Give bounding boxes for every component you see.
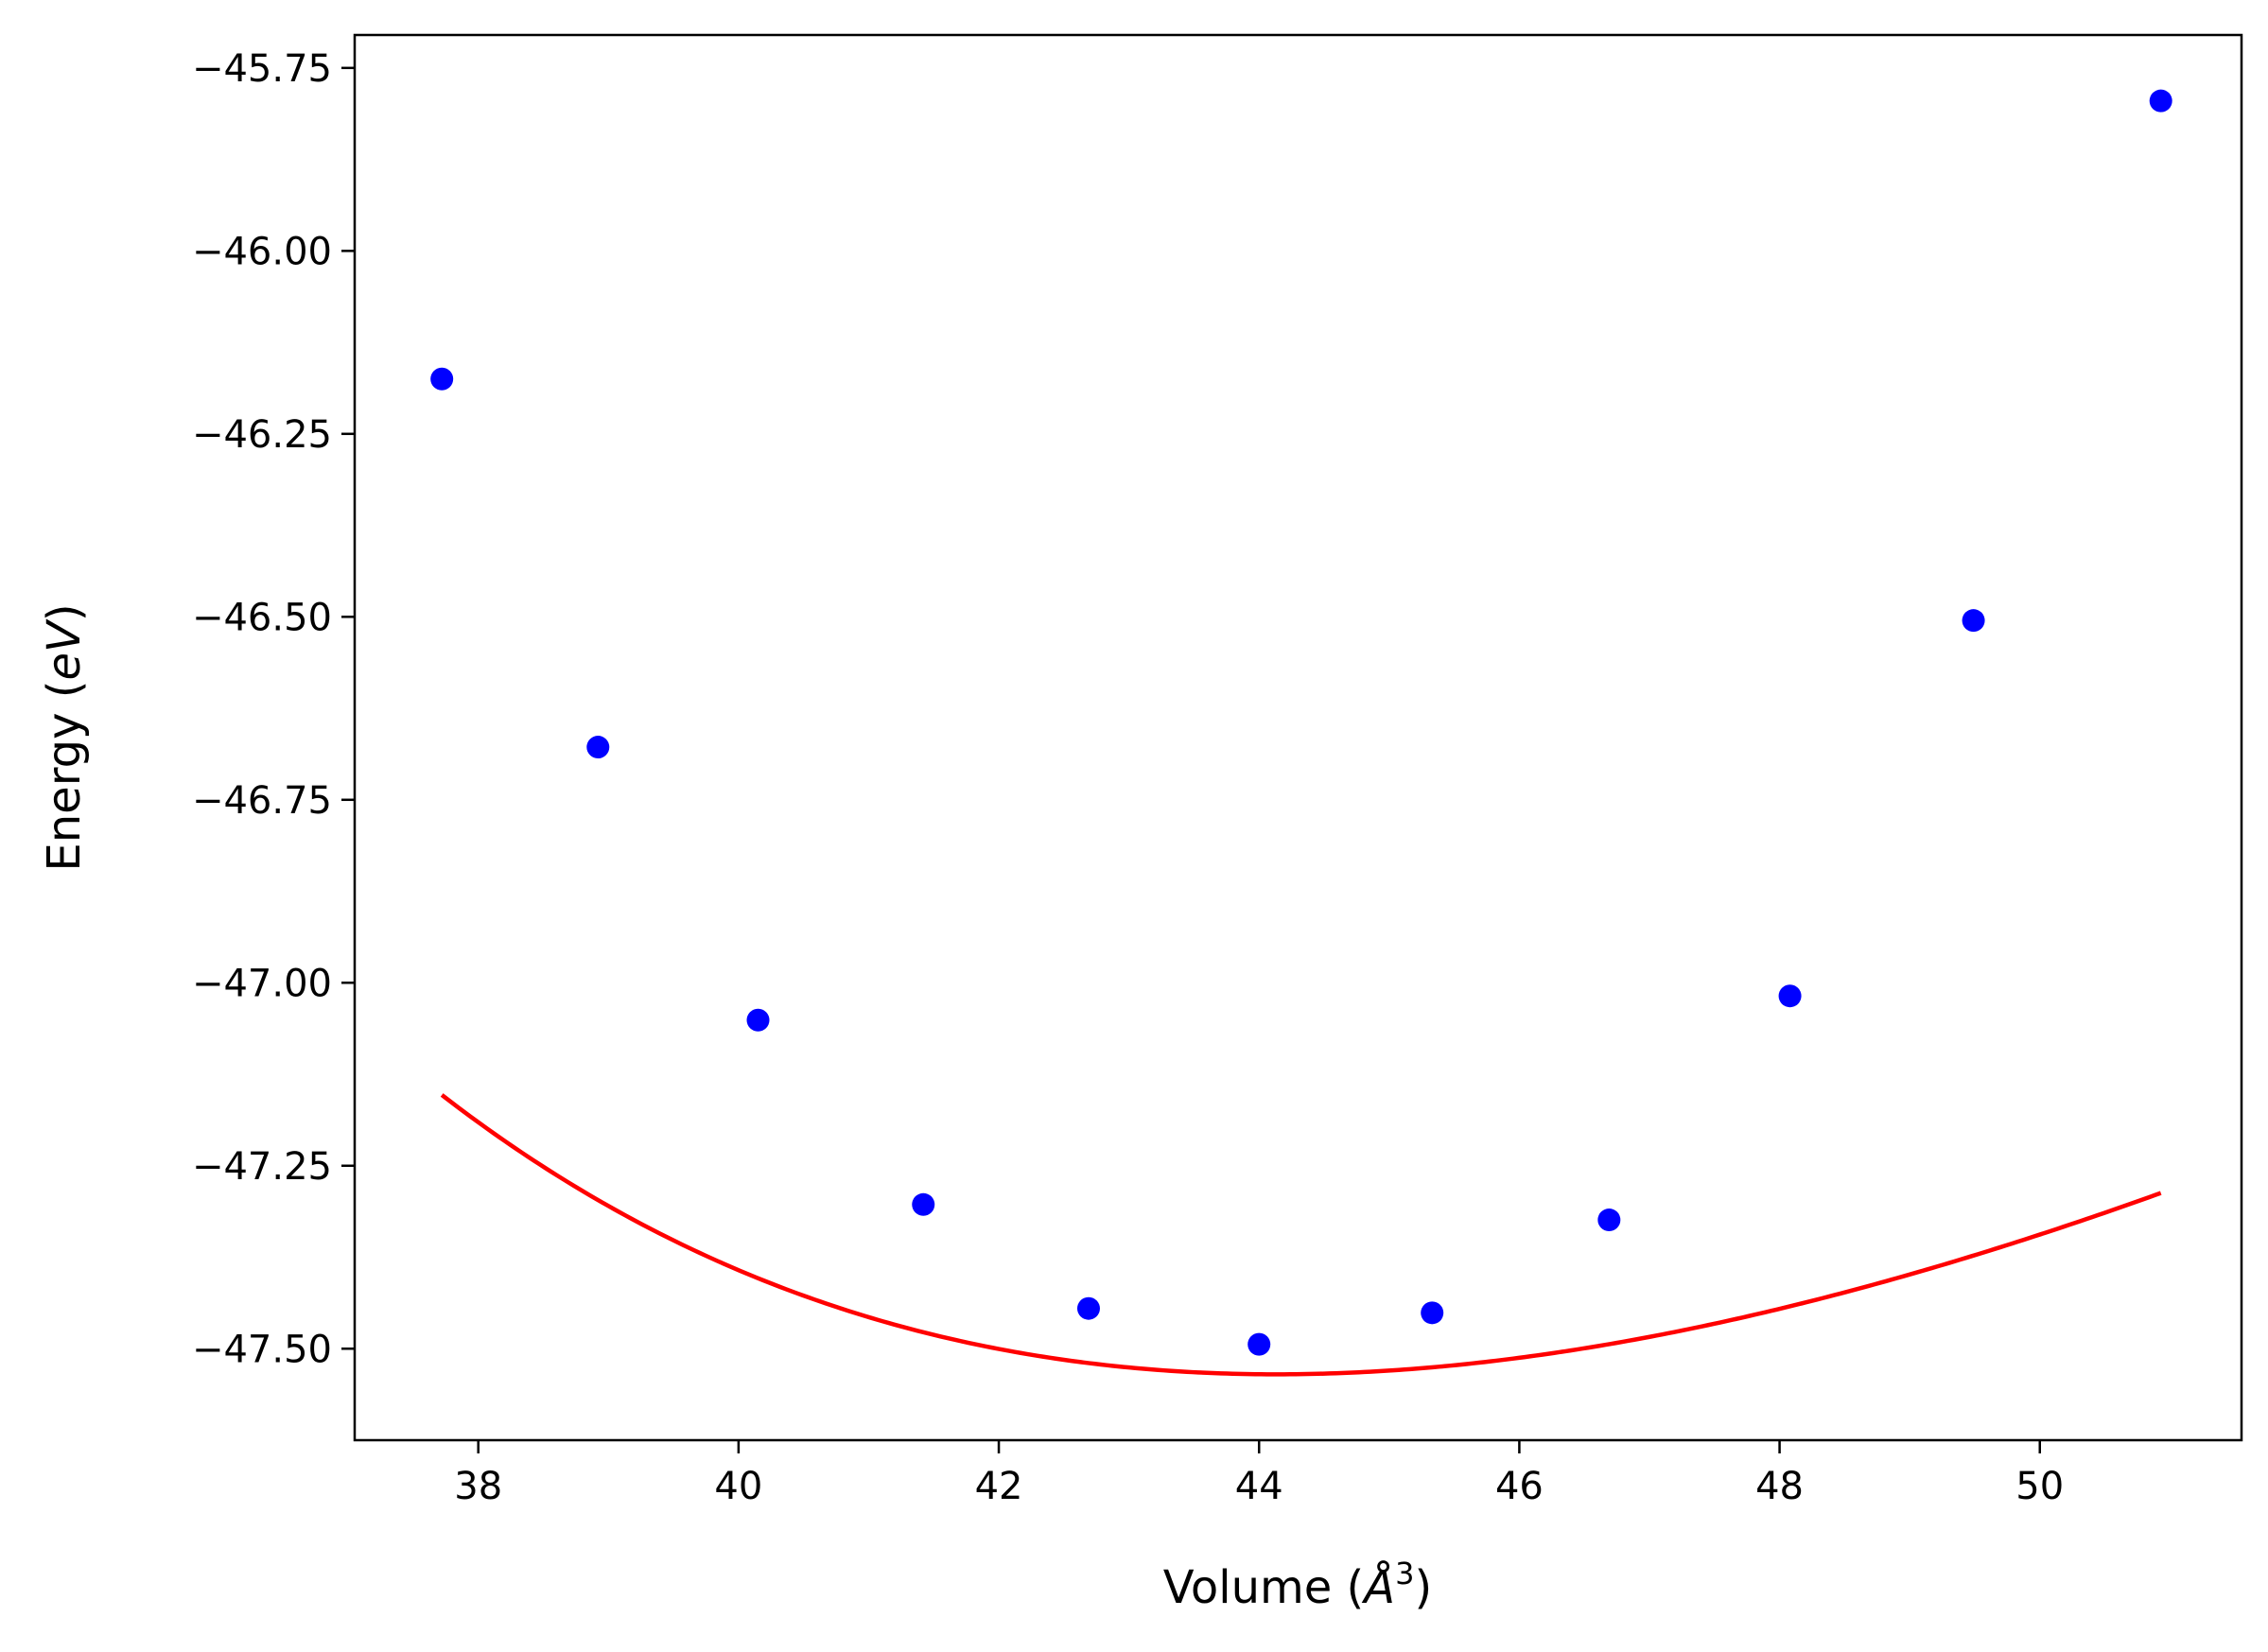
data-point-7 [1597,1209,1621,1232]
data-point-5 [1247,1332,1271,1356]
plot-background [355,35,2242,1440]
data-point-0 [430,367,454,391]
y-tick-label-4: −46.75 [192,779,332,823]
data-point-10 [2149,89,2172,113]
x-tick-label-0: 38 [454,1465,502,1508]
x-tick-label-1: 40 [714,1465,762,1508]
x-axis-label: Volume (Å3) [1163,1556,1432,1614]
data-point-1 [586,736,610,759]
y-axis-ticks: −45.75 −46.00 −46.25 −46.50 −46.75 −47.00 −47.… [192,47,355,1371]
x-axis-ticks: 38 40 42 44 46 48 50 [454,1440,2064,1508]
data-point-8 [1778,984,1802,1008]
data-point-3 [912,1192,935,1216]
y-axis-label: Energy (eV) [38,603,91,871]
data-point-2 [746,1008,770,1032]
x-tick-label-2: 42 [975,1465,1023,1508]
x-tick-label-5: 48 [1755,1465,1804,1508]
x-tick-label-3: 44 [1235,1465,1283,1508]
x-tick-label-6: 50 [2015,1465,2064,1508]
plot-frame [353,33,2243,1442]
y-tick-label-3: −46.50 [192,596,332,639]
data-point-6 [1421,1301,1444,1325]
fit-curve-line [440,1093,2162,1377]
data-points-layer [430,89,2172,1356]
y-tick-label-6: −47.25 [192,1145,332,1189]
y-tick-label-1: −46.00 [192,230,332,273]
data-point-4 [1076,1296,1100,1320]
fit-curve-layer [440,1093,2162,1377]
y-tick-label-2: −46.25 [192,413,332,457]
y-tick-label-7: −47.50 [192,1328,332,1371]
y-tick-label-0: −45.75 [192,47,332,91]
data-point-9 [1962,609,1985,633]
y-tick-label-5: −47.00 [192,962,332,1005]
x-tick-label-4: 46 [1495,1465,1544,1508]
